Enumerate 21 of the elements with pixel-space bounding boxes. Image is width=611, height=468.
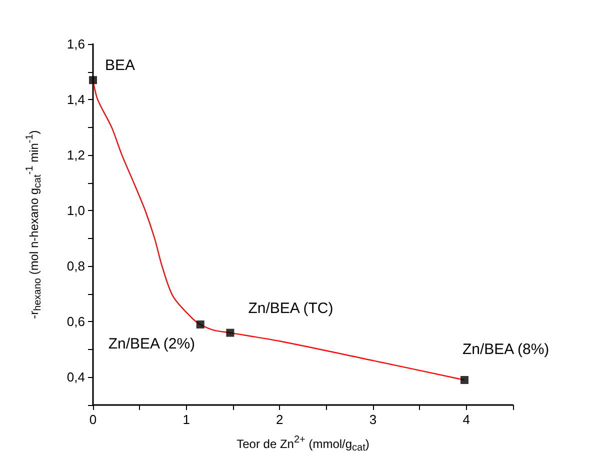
annotation: Zn/BEA (8%) [462,341,550,358]
x-tick-label: 2 [276,412,284,427]
annotation: Zn/BEA (2%) [108,335,196,352]
x-tick-label: 3 [369,412,377,427]
x-tick-label: 4 [462,412,470,427]
point [196,320,204,328]
y-tick-label: 0,4 [66,370,85,385]
y-axis-title: -rhexano (mol n-hexano gcat-1 min-1) [24,130,44,319]
y-tick-label: 1,4 [66,92,85,108]
y-tick-label: 0,6 [66,314,85,330]
annotation: BEA [105,57,136,74]
y-tick-label: 1,2 [66,148,85,163]
y-tick-label: 1,6 [66,36,85,52]
y-tick-label: 0,8 [66,258,85,274]
point [226,328,234,337]
y-tick-label: 1,0 [66,203,85,218]
point [89,76,97,84]
annotation: Zn/BEA (TC) [248,300,334,317]
x-tick-label: 0 [89,412,97,427]
point [460,376,468,384]
x-tick-label: 1 [182,412,190,427]
